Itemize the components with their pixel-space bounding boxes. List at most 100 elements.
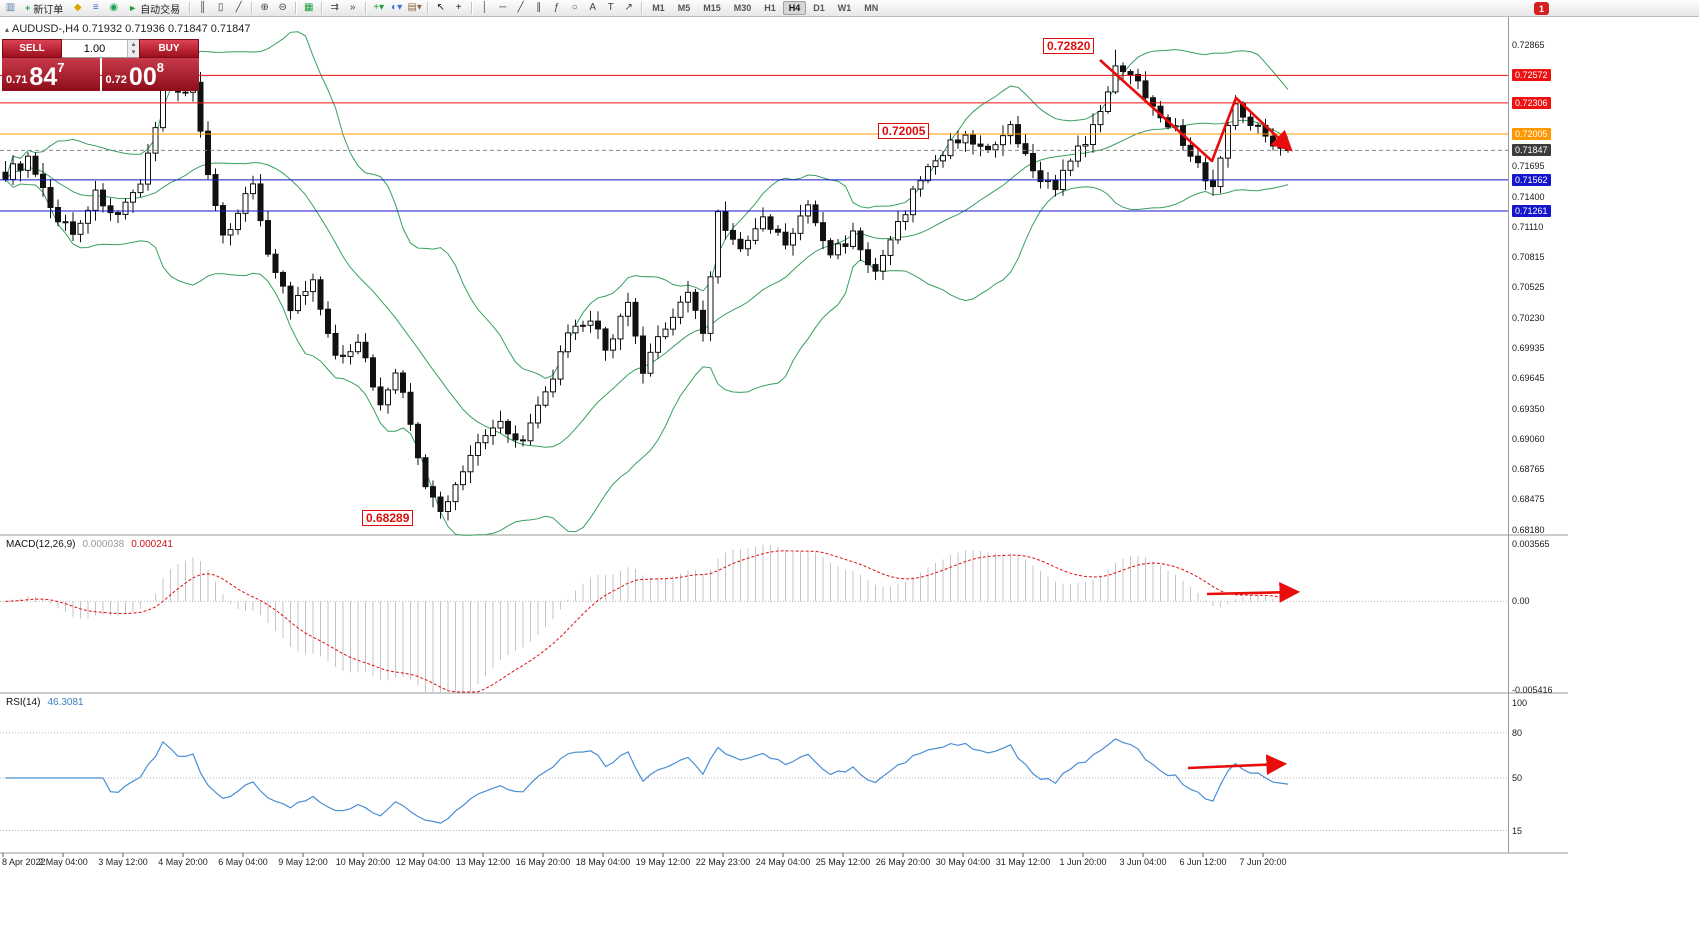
community-icon[interactable]: ◉: [109, 2, 119, 13]
text-icon[interactable]: A: [589, 2, 597, 13]
candle: [895, 221, 901, 241]
buy-button[interactable]: BUY: [139, 39, 199, 58]
market-depth-icon[interactable]: ≡: [92, 2, 99, 13]
volume-input[interactable]: [62, 40, 127, 57]
price-annotation[interactable]: 0.68289: [362, 510, 414, 526]
timeframe-m15[interactable]: M15: [703, 3, 721, 13]
candle: [10, 163, 16, 180]
tile-windows-icon[interactable]: ▦: [303, 2, 314, 13]
candle: [482, 435, 489, 444]
candle: [1217, 157, 1224, 188]
arrows-icon[interactable]: ↗: [624, 2, 633, 13]
candle: [1255, 124, 1261, 127]
time-axis-label: 3 Jun 04:00: [1119, 857, 1167, 867]
candle: [347, 351, 354, 357]
autotrading-button[interactable]: ► 自动交易: [123, 1, 185, 16]
timeframe-h4[interactable]: H4: [782, 1, 807, 15]
candle: [437, 496, 444, 512]
sell-button[interactable]: SELL: [2, 39, 62, 58]
chart-window-icon[interactable]: ▥: [5, 2, 16, 13]
candle: [70, 221, 76, 235]
candle: [775, 228, 781, 233]
fibonacci-icon[interactable]: ƒ: [553, 2, 560, 13]
trendline-icon[interactable]: ╱: [517, 2, 524, 13]
candle: [62, 221, 69, 224]
candle: [1067, 160, 1074, 171]
candle: [1090, 124, 1096, 145]
candle: [1007, 124, 1014, 137]
buy-price[interactable]: 0.72 00 8: [101, 58, 199, 91]
volume-down-button[interactable]: ▾: [128, 48, 139, 57]
channel-icon[interactable]: ∥: [536, 2, 542, 13]
shapes-icon[interactable]: ○: [571, 2, 578, 13]
chart-canvas[interactable]: [0, 17, 1568, 873]
candle: [602, 328, 609, 351]
chart-shift-icon[interactable]: »: [349, 2, 356, 13]
macd-arrow[interactable]: [1206, 581, 1301, 603]
sell-price[interactable]: 0.71 84 7: [2, 58, 100, 91]
candle: [1225, 124, 1231, 159]
auto-scroll-icon[interactable]: ⇉: [330, 2, 339, 13]
timeframe-w1[interactable]: W1: [837, 3, 852, 13]
trend-arrow[interactable]: [1099, 59, 1293, 163]
volume-up-button[interactable]: ▴: [128, 40, 139, 49]
candle: [407, 391, 414, 425]
candlestick-mode-icon[interactable]: ▯: [217, 2, 224, 13]
timeframe-m30[interactable]: M30: [733, 3, 752, 13]
macd-axis-label: 0.003565: [1512, 539, 1550, 549]
candle: [145, 152, 151, 185]
templates-icon[interactable]: ▤▾: [407, 2, 422, 13]
candle: [737, 238, 744, 250]
candle: [85, 209, 91, 224]
bar-chart-mode-icon[interactable]: ║: [199, 2, 207, 13]
candle: [355, 341, 361, 353]
cursor-icon[interactable]: ↖: [436, 2, 445, 13]
price-axis-flag: 0.71261: [1512, 205, 1551, 218]
new-order-button[interactable]: + 新订单: [20, 1, 68, 16]
price-axis-label: 0.71400: [1512, 191, 1545, 202]
candle: [122, 201, 129, 215]
price-axis-flag: 0.72572: [1512, 69, 1551, 82]
price-annotation[interactable]: 0.72005: [878, 123, 930, 139]
label-icon[interactable]: T: [607, 2, 614, 13]
timeframe-m5[interactable]: M5: [677, 3, 691, 13]
price-annotation[interactable]: 0.72820: [1043, 38, 1095, 54]
rsi-arrow[interactable]: [1187, 754, 1288, 776]
candle: [685, 291, 691, 303]
price-axis-flag: 0.71562: [1512, 173, 1551, 186]
time-axis[interactable]: 8 Apr 2022 2 May 04:00 3 May 12:00 4 May 20…: [0, 855, 1568, 871]
zoom-out-icon[interactable]: ⊖: [278, 2, 287, 13]
candle: [1037, 170, 1044, 183]
candle: [400, 372, 406, 393]
zoom-in-icon[interactable]: ⊕: [260, 2, 269, 13]
new-order-button-label: 新订单: [33, 4, 64, 16]
notification-badge[interactable]: 1: [1534, 2, 1549, 15]
new-chart-icon[interactable]: +▾: [373, 2, 385, 13]
timeframe-mn[interactable]: MN: [864, 3, 879, 13]
vertical-line-icon[interactable]: │: [481, 2, 488, 13]
candle: [1277, 145, 1284, 149]
timeframe-d1[interactable]: D1: [813, 3, 825, 13]
horizontal-line-icon[interactable]: ─: [499, 2, 507, 13]
timeframe-h1[interactable]: H1: [764, 3, 776, 13]
sell-price-sup: 7: [57, 60, 65, 75]
timeframe-m1[interactable]: M1: [652, 3, 665, 13]
crosshair-icon[interactable]: +: [455, 2, 462, 13]
metaeditor-icon[interactable]: ◆: [73, 2, 82, 13]
line-chart-mode-icon[interactable]: ╱: [235, 2, 242, 13]
candle: [295, 294, 301, 312]
profiles-icon[interactable]: ◐▾: [391, 2, 403, 13]
candle: [610, 338, 616, 351]
candle: [910, 188, 916, 216]
candle: [512, 433, 519, 441]
price-axis-label: 0.68180: [1512, 525, 1545, 535]
candle: [662, 328, 669, 338]
price-axis[interactable]: 0.72865 0.71695 0.71400 0.71110 0.70815 0.705…: [1509, 0, 1569, 875]
price-axis-flag: 0.72005: [1512, 128, 1551, 141]
candle: [1202, 162, 1209, 182]
candle: [40, 173, 46, 189]
price-axis-label: 0.69645: [1512, 373, 1545, 384]
price-axis-label: 0.68475: [1512, 494, 1545, 505]
candle: [467, 454, 474, 473]
